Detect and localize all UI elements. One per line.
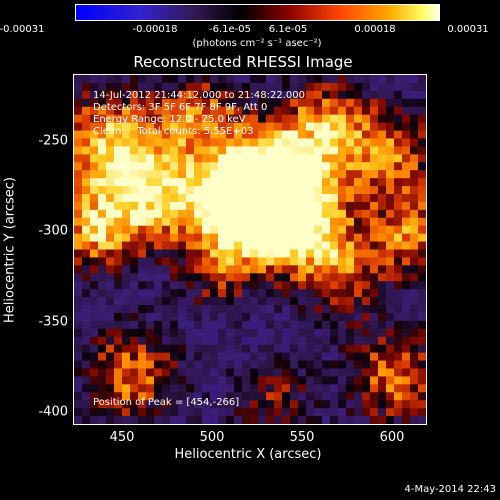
colorbar-tick-label: 0.00018 [354, 24, 396, 35]
x-tick-label: 550 [289, 430, 315, 445]
peak-position: Position of Peak = [454,-266] [93, 397, 240, 408]
colorbar-tick-label: 0.00031 [447, 24, 489, 35]
y-tick-label: -400 [38, 404, 68, 420]
colorbar-tick-label: 6.1e-05 [268, 24, 308, 35]
x-tick-label: 600 [379, 430, 405, 445]
colorbar [75, 4, 440, 21]
x-tick-label: 500 [199, 430, 225, 445]
y-axis-label: Heliocentric Y (arcsec) [2, 177, 18, 323]
info-energy: Energy Range: 12.0 - 25.0 keV [93, 114, 246, 125]
colorbar-tick-label: -6.1e-05 [209, 24, 251, 35]
y-tick-label: -300 [38, 223, 68, 239]
colorbar-tick-label: -0.00031 [0, 24, 45, 35]
image-frame [73, 74, 427, 425]
info-clean: Clean Total counts: 5.55E+03 [93, 126, 254, 137]
info-detectors: Detectors: 3F 5F 6F 7F 8F 9F, Att 0 [93, 102, 268, 113]
y-tick-label: -350 [38, 314, 68, 330]
rhessi-image [74, 75, 426, 424]
colorbar-units: (photons cm⁻² s⁻¹ asec⁻²) [192, 38, 322, 49]
x-axis-label: Heliocentric X (arcsec) [174, 447, 322, 462]
timestamp: 4-May-2014 22:43 [404, 484, 496, 495]
info-time: 14-Jul-2012 21:44:12.000 to 21:48:22.000 [93, 90, 305, 101]
x-tick-label: 450 [109, 430, 135, 445]
y-tick-label: -250 [38, 133, 68, 149]
colorbar-tick-label: -0.00018 [132, 24, 178, 35]
plot-title: Reconstructed RHESSI Image [133, 53, 353, 71]
